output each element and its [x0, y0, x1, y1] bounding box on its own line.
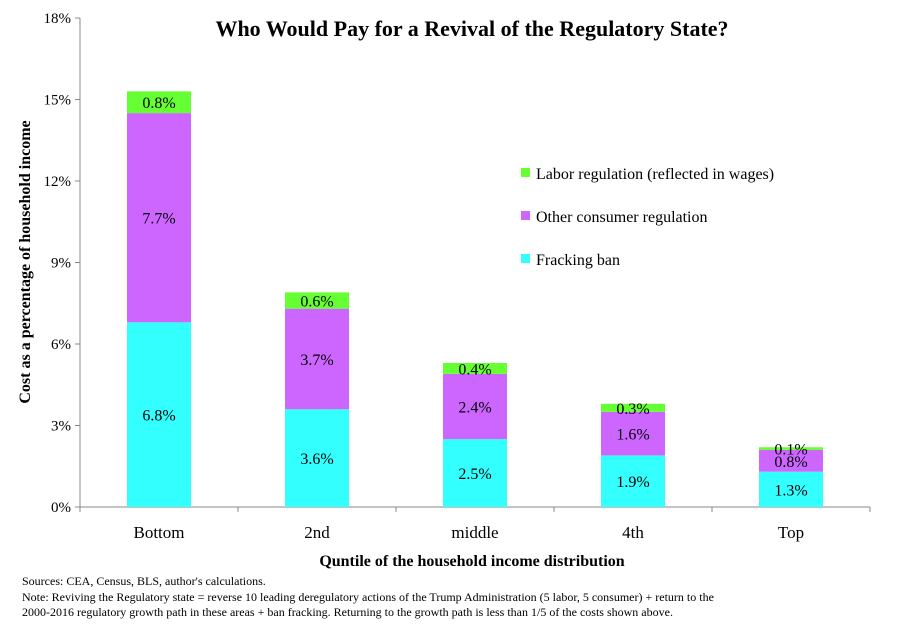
bar-segment	[759, 471, 823, 507]
bar-segment	[285, 308, 349, 410]
bar-segment	[285, 409, 349, 507]
bar-segment	[601, 411, 665, 456]
data-label: 0.8%	[774, 454, 807, 471]
bar-segment	[285, 292, 349, 309]
data-label: 0.8%	[142, 95, 175, 112]
data-label: 7.7%	[142, 211, 175, 228]
footnotes: Sources: CEA, Census, BLS, author's calc…	[22, 574, 714, 621]
x-tick-label: Bottom	[133, 523, 184, 542]
x-tick-label: 2nd	[304, 523, 330, 542]
x-tick-label: 4th	[622, 523, 644, 542]
data-label: 0.3%	[616, 401, 649, 418]
stacked-bar-chart: Who Would Pay for a Revival of the Regul…	[17, 11, 871, 570]
data-label: 2.4%	[458, 399, 491, 416]
legend-label: Fracking ban	[536, 252, 620, 269]
bar-segment	[443, 439, 507, 507]
bar-segment	[443, 363, 507, 374]
data-label: 1.3%	[774, 482, 807, 499]
note-line-2: 2000-2016 regulatory growth path in thes…	[22, 605, 673, 619]
legend: Labor regulation (reflected in wages) Oth…	[521, 166, 774, 269]
chart-title: Who Would Pay for a Revival of the Regul…	[215, 16, 728, 41]
y-tick-label: 15%	[44, 93, 72, 109]
sources-note: Sources: CEA, Census, BLS, author's calc…	[22, 574, 266, 588]
data-label: 6.8%	[142, 408, 175, 425]
legend-swatch	[521, 168, 530, 177]
bar-segment	[759, 447, 823, 450]
y-tick-label: 12%	[44, 174, 72, 190]
legend-swatch	[521, 211, 530, 220]
x-axis-label: Quntile of the household income distribu…	[319, 553, 624, 570]
bar-segment	[127, 113, 191, 323]
bar-segment	[127, 322, 191, 507]
x-tick-label: Top	[778, 523, 804, 542]
data-label: 0.1%	[774, 442, 807, 459]
bar-segment	[443, 373, 507, 440]
y-axis-label: Cost as a percentage of household income	[17, 120, 34, 403]
axes: 0% 3% 6% 9% 12% 15% 18% Bottom 2nd middle 4th Top	[44, 11, 871, 542]
note-line-1: Note: Reviving the Regulatory state = re…	[22, 589, 714, 604]
y-tick-label: 18%	[44, 11, 72, 27]
data-label: 3.7%	[300, 352, 333, 369]
data-label: 0.6%	[300, 294, 333, 311]
bar-segment	[601, 455, 665, 507]
legend-label: Other consumer regulation	[536, 209, 708, 226]
x-tick-label: middle	[451, 523, 498, 542]
y-tick-label: 0%	[51, 500, 71, 516]
data-label: 1.9%	[616, 474, 649, 491]
bar-segment	[601, 403, 665, 412]
bars: 6.8% 7.7% 0.8% 3.6% 3.7% 0.6% 2.5% 2.4% 0.4% 1.9%…	[127, 91, 823, 507]
data-label: 0.4%	[458, 361, 491, 378]
legend-label: Labor regulation (reflected in wages)	[536, 166, 774, 183]
bar-segment	[127, 91, 191, 114]
y-tick-label: 9%	[51, 256, 71, 272]
data-label: 1.6%	[616, 427, 649, 444]
y-tick-label: 6%	[51, 337, 71, 353]
data-label: 3.6%	[300, 451, 333, 468]
bar-segment	[759, 449, 823, 472]
legend-swatch	[521, 254, 530, 263]
y-tick-label: 3%	[51, 419, 71, 435]
data-label: 2.5%	[458, 466, 491, 483]
